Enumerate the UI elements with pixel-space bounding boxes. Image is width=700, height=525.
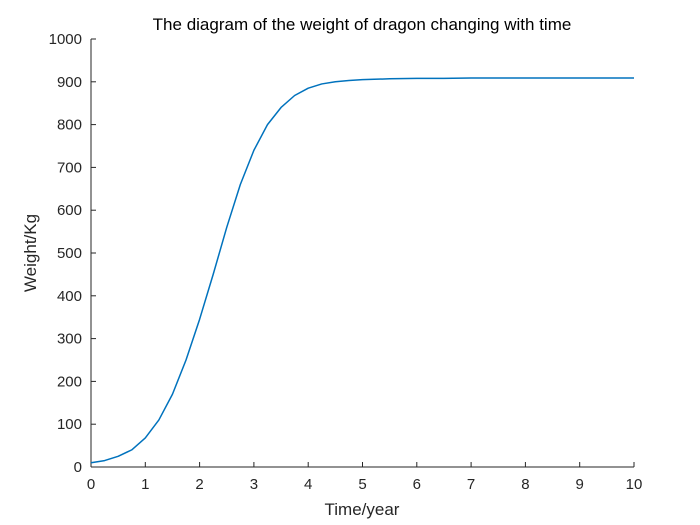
y-tick-label: 0 <box>74 459 82 476</box>
y-tick-label: 100 <box>57 416 82 433</box>
x-tick-label: 0 <box>87 476 95 493</box>
y-tick-label: 800 <box>57 117 82 134</box>
y-tick-label: 200 <box>57 373 82 390</box>
x-tick-label: 1 <box>141 476 149 493</box>
y-tick-label: 900 <box>57 74 82 91</box>
x-tick-label: 2 <box>195 476 203 493</box>
x-tick-label: 7 <box>467 476 475 493</box>
y-tick-label: 500 <box>57 245 82 262</box>
x-tick-label: 6 <box>413 476 421 493</box>
y-tick-label: 1000 <box>49 31 82 48</box>
x-axis-label: Time/year <box>325 500 400 519</box>
series-line <box>90 77 634 464</box>
y-tick-label: 700 <box>57 159 82 176</box>
y-tick-label: 300 <box>57 331 82 348</box>
x-tick-label: 4 <box>304 476 312 493</box>
x-tick-label: 8 <box>521 476 529 493</box>
x-tick-label: 10 <box>626 476 643 493</box>
x-tick-label: 3 <box>250 476 258 493</box>
x-tick-label: 5 <box>358 476 366 493</box>
y-tick-label: 400 <box>57 288 82 305</box>
x-tick-label: 9 <box>576 476 584 493</box>
y-axis-label: Weight/Kg <box>21 214 40 292</box>
chart-title: The diagram of the weight of dragon chan… <box>153 15 572 34</box>
y-tick-label: 600 <box>57 202 82 219</box>
